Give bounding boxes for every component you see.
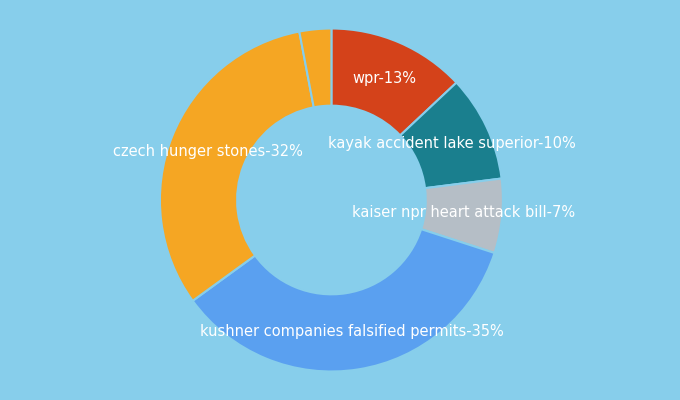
- Text: wpr-13%: wpr-13%: [352, 70, 416, 86]
- Text: kayak accident lake superior-10%: kayak accident lake superior-10%: [328, 136, 575, 151]
- Text: kushner companies falsified permits-35%: kushner companies falsified permits-35%: [201, 324, 504, 339]
- Wedge shape: [299, 28, 331, 107]
- Wedge shape: [421, 178, 503, 253]
- Wedge shape: [331, 28, 456, 136]
- Wedge shape: [160, 32, 313, 301]
- Wedge shape: [401, 83, 502, 188]
- Wedge shape: [192, 229, 494, 372]
- Text: czech hunger stones-32%: czech hunger stones-32%: [113, 144, 303, 158]
- Text: kaiser npr heart attack bill-7%: kaiser npr heart attack bill-7%: [352, 205, 575, 220]
